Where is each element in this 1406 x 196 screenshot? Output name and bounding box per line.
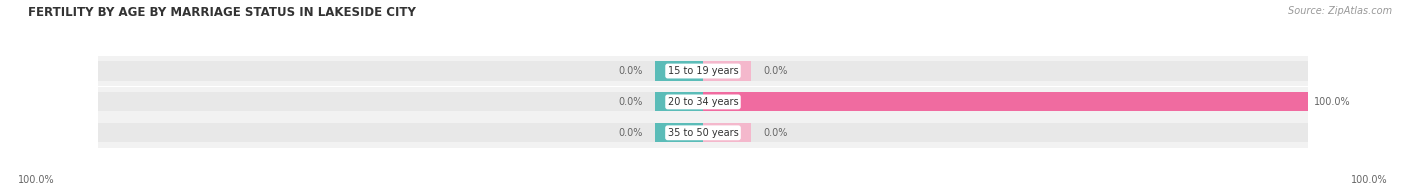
Bar: [703, 92, 1308, 112]
Bar: [703, 62, 751, 81]
Text: 35 to 50 years: 35 to 50 years: [668, 128, 738, 138]
Text: 0.0%: 0.0%: [619, 128, 643, 138]
Bar: [655, 92, 703, 112]
Bar: [98, 117, 1308, 148]
Bar: [98, 56, 1308, 86]
Text: 0.0%: 0.0%: [763, 128, 787, 138]
Bar: [703, 123, 751, 142]
Bar: [98, 62, 1308, 81]
Bar: [98, 87, 1308, 117]
Text: 0.0%: 0.0%: [763, 66, 787, 76]
Bar: [98, 123, 1308, 142]
Bar: [655, 123, 703, 142]
Text: 100.0%: 100.0%: [1351, 175, 1388, 185]
Text: FERTILITY BY AGE BY MARRIAGE STATUS IN LAKESIDE CITY: FERTILITY BY AGE BY MARRIAGE STATUS IN L…: [28, 6, 416, 19]
Text: Source: ZipAtlas.com: Source: ZipAtlas.com: [1288, 6, 1392, 16]
Text: 20 to 34 years: 20 to 34 years: [668, 97, 738, 107]
Text: 100.0%: 100.0%: [18, 175, 55, 185]
Bar: [98, 92, 1308, 112]
Text: 15 to 19 years: 15 to 19 years: [668, 66, 738, 76]
Text: 100.0%: 100.0%: [1313, 97, 1350, 107]
Text: 0.0%: 0.0%: [619, 97, 643, 107]
Bar: [655, 62, 703, 81]
Text: 0.0%: 0.0%: [619, 66, 643, 76]
